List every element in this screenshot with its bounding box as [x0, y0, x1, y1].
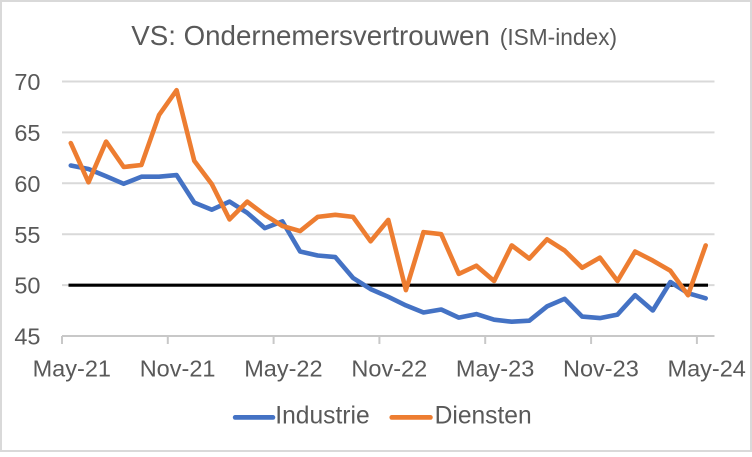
svg-text:60: 60 — [14, 171, 40, 197]
svg-text:65: 65 — [14, 120, 40, 146]
svg-text:Industrie: Industrie — [275, 403, 369, 430]
svg-text:50: 50 — [14, 273, 40, 299]
svg-text:70: 70 — [14, 69, 40, 95]
svg-text:Diensten: Diensten — [435, 403, 532, 430]
svg-text:Nov-21: Nov-21 — [140, 356, 216, 382]
svg-text:May-24: May-24 — [668, 356, 746, 382]
svg-text:Nov-23: Nov-23 — [563, 356, 639, 382]
svg-text:(ISM-index): (ISM-index) — [500, 24, 617, 50]
svg-text:45: 45 — [14, 324, 40, 350]
svg-text:May-21: May-21 — [33, 356, 111, 382]
svg-text:May-23: May-23 — [456, 356, 534, 382]
svg-text:Nov-22: Nov-22 — [351, 356, 427, 382]
svg-text:55: 55 — [14, 222, 40, 248]
svg-text:May-22: May-22 — [244, 356, 322, 382]
svg-text:VS: Ondernemersvertrouwen: VS: Ondernemersvertrouwen — [131, 20, 490, 51]
